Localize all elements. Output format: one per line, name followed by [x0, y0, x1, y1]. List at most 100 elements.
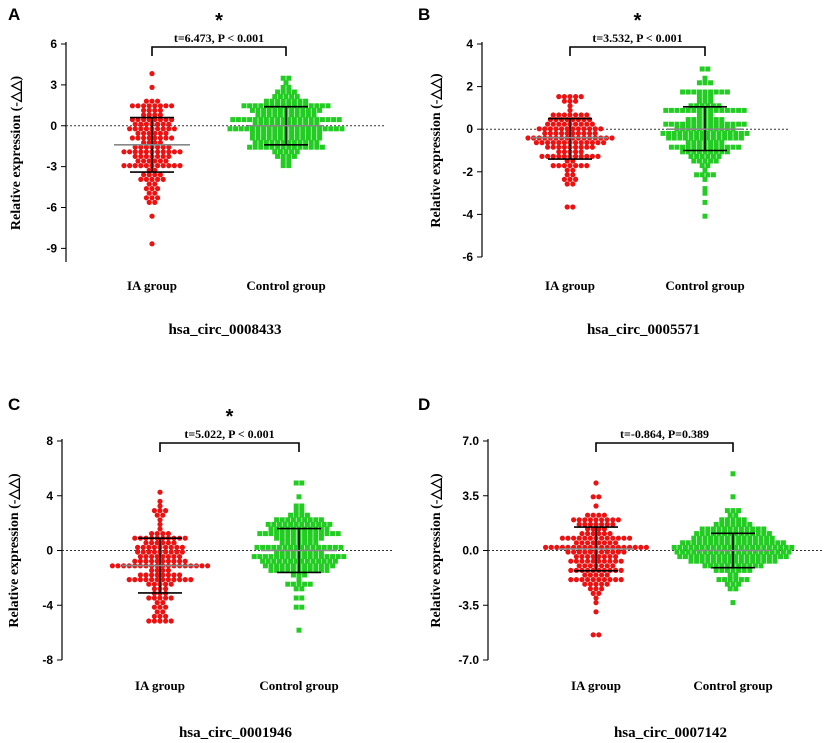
data-point [143, 98, 149, 104]
data-point [724, 563, 730, 569]
data-point [280, 153, 286, 159]
data-point [573, 94, 579, 100]
data-point [160, 540, 166, 546]
data-point [151, 508, 157, 514]
data-point [288, 544, 294, 550]
data-point [585, 531, 591, 537]
data-point [305, 126, 311, 132]
data-point [663, 107, 669, 113]
data-point [766, 554, 772, 560]
data-point [157, 604, 163, 610]
data-point [550, 144, 556, 150]
data-point [596, 554, 602, 560]
data-point [575, 130, 582, 136]
data-point [696, 112, 702, 118]
data-point [744, 558, 750, 564]
data-point [283, 94, 289, 100]
y-tick-label: 0.0 [462, 544, 479, 558]
y-tick-label: 6 [50, 37, 57, 51]
data-point [702, 167, 708, 173]
data-point [567, 112, 573, 118]
data-point [699, 103, 705, 109]
data-point [165, 540, 171, 546]
data-point [708, 549, 714, 555]
category-label: IA group [127, 278, 177, 293]
data-point [277, 130, 283, 136]
data-point [313, 549, 319, 555]
data-point [262, 531, 268, 537]
data-point [152, 158, 158, 164]
data-point [593, 572, 599, 578]
data-point [302, 554, 308, 560]
data-point [719, 540, 725, 546]
data-point [710, 554, 716, 560]
data-point [702, 176, 708, 182]
data-point [727, 558, 733, 564]
data-point [149, 186, 155, 192]
data-point [182, 558, 188, 564]
data-point [691, 549, 697, 555]
data-point [335, 531, 341, 537]
data-point [668, 144, 674, 150]
data-point [155, 98, 161, 104]
data-point [708, 144, 714, 150]
data-point [249, 135, 255, 141]
data-point [154, 567, 160, 574]
data-point [702, 94, 708, 100]
data-point [290, 567, 296, 573]
error-bar-control [667, 106, 743, 152]
data-point [710, 172, 716, 178]
data-point [318, 567, 324, 573]
data-point [584, 144, 590, 150]
data-point [691, 535, 697, 541]
data-point [585, 554, 591, 560]
data-point [593, 521, 599, 528]
data-point [708, 149, 714, 155]
data-point [157, 135, 163, 141]
data-point [171, 577, 177, 583]
data-point [293, 544, 299, 550]
data-point [318, 554, 324, 560]
data-point [171, 163, 177, 169]
error-bar-ia [122, 537, 198, 594]
data-point [274, 563, 280, 569]
data-point [152, 130, 158, 136]
data-point [140, 549, 146, 555]
data-point [576, 535, 582, 541]
data-point [265, 521, 271, 527]
data-point [168, 618, 174, 624]
data-point [303, 98, 309, 104]
statistic-text: t=6.473, P < 0.001 [174, 31, 264, 45]
data-point [286, 84, 292, 90]
data-point [299, 512, 305, 518]
data-point [155, 149, 161, 155]
data-point [604, 521, 610, 528]
data-point [160, 149, 166, 155]
data-point [573, 121, 579, 127]
data-point [719, 117, 725, 123]
data-point [691, 149, 697, 155]
data-point [272, 135, 278, 141]
data-point [286, 158, 292, 164]
data-point [688, 103, 694, 109]
data-point [269, 98, 275, 104]
data-point [302, 549, 308, 555]
data-point [293, 480, 299, 486]
data-point [688, 544, 694, 550]
data-point [736, 540, 742, 546]
data-point [744, 577, 750, 583]
data-point [171, 558, 177, 564]
data-point [730, 144, 736, 150]
data-point [141, 140, 147, 146]
data-point [154, 531, 160, 537]
y-tick-label: -4 [462, 207, 473, 221]
data-point [307, 517, 313, 523]
data-point [592, 126, 598, 132]
data-point [277, 107, 283, 113]
data-point [277, 94, 283, 100]
data-point [310, 558, 316, 564]
data-point [685, 144, 691, 150]
y-axis-label: Relative expression (-△△) [9, 76, 24, 231]
error-bar-ia [532, 117, 608, 160]
data-point [332, 544, 338, 550]
